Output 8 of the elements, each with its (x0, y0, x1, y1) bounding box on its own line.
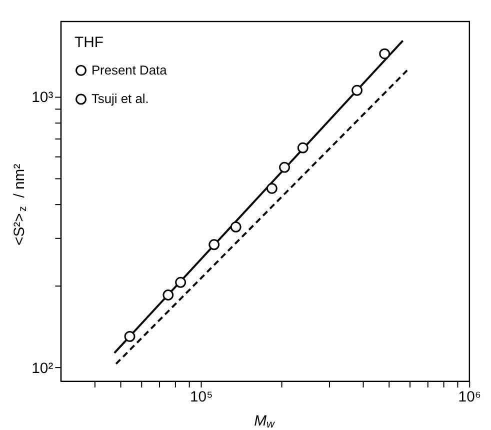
y-tick-label: 10³ (32, 90, 54, 106)
y-tick-label: 10² (32, 360, 54, 377)
x-tick-label: 10⁵ (190, 389, 213, 406)
x-tick-label: 10⁶ (458, 389, 481, 406)
legend-label: Present Data (91, 62, 168, 78)
legend-label: Tsuji et al. (91, 91, 149, 106)
y-axis-title: <S²>z / nm² (12, 164, 29, 246)
legend-title: THF (74, 35, 104, 52)
